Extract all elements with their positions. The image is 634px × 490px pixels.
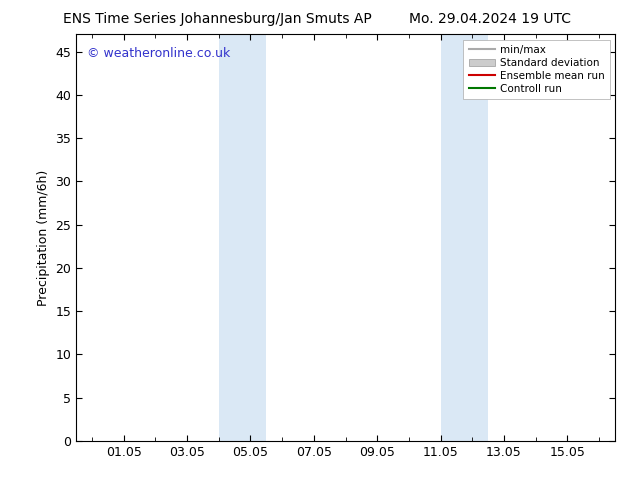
Text: © weatheronline.co.uk: © weatheronline.co.uk (87, 47, 230, 59)
Legend: min/max, Standard deviation, Ensemble mean run, Controll run: min/max, Standard deviation, Ensemble me… (463, 40, 610, 99)
Text: Mo. 29.04.2024 19 UTC: Mo. 29.04.2024 19 UTC (408, 12, 571, 26)
Y-axis label: Precipitation (mm/6h): Precipitation (mm/6h) (37, 170, 50, 306)
Bar (441, 34, 488, 441)
Bar (219, 34, 266, 441)
Text: ENS Time Series Johannesburg/Jan Smuts AP: ENS Time Series Johannesburg/Jan Smuts A… (63, 12, 372, 26)
